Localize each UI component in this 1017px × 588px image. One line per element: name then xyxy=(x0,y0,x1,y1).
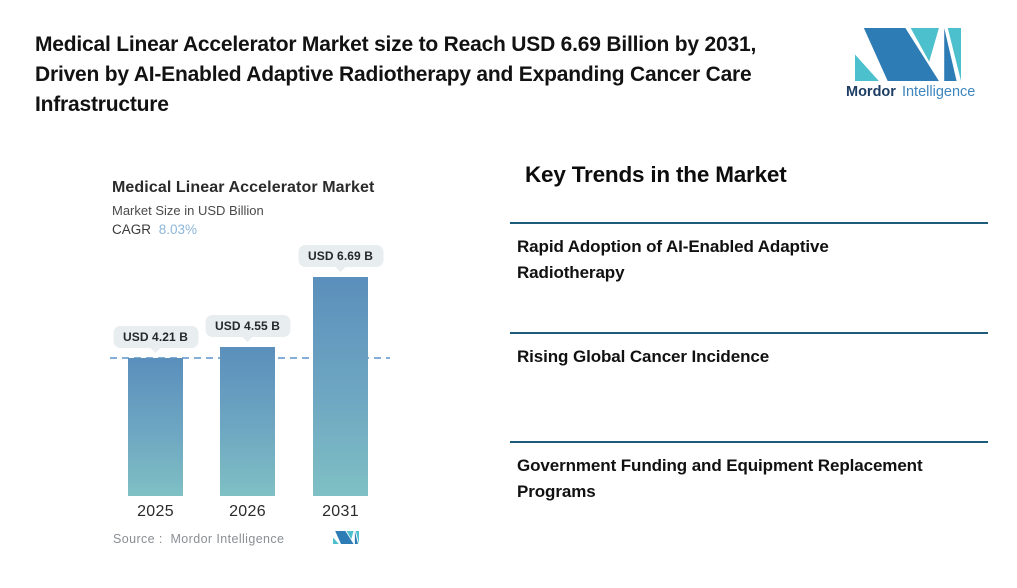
brand-wordmark: Mordor Intelligence xyxy=(846,84,975,100)
page-title: Medical Linear Accelerator Market size t… xyxy=(35,33,757,116)
bar-value-pill: USD 4.55 B xyxy=(204,314,291,337)
trend-row: Government Funding and Equipment Replace… xyxy=(510,441,988,505)
x-axis-label: 2025 xyxy=(137,503,174,520)
brand-name-bold: Mordor xyxy=(846,84,896,100)
bar-plot: USD 4.21 B 2025 USD 4.55 B 2026 USD 6.69 B 20… xyxy=(110,244,395,520)
x-axis-label: 2026 xyxy=(229,503,266,520)
chart-subtitle: Market Size in USD Billion xyxy=(112,203,264,218)
mordor-logo-mark-icon xyxy=(855,28,961,81)
cagr-label: CAGR xyxy=(112,222,152,237)
cagr-value: 8.03% xyxy=(158,222,198,237)
trend-row: Rising Global Cancer Incidence xyxy=(510,332,988,370)
trend-item: Rising Global Cancer Incidence xyxy=(517,347,770,366)
bar-group: USD 4.55 B 2026 xyxy=(204,248,291,520)
bar xyxy=(313,276,368,496)
brand-name-light: Intelligence xyxy=(901,84,976,100)
x-axis-label: 2031 xyxy=(322,503,359,520)
source-logo-icon xyxy=(333,531,359,549)
trend-item: Government Funding and Equipment Replace… xyxy=(517,456,923,501)
trend-row: Rapid Adoption of AI-Enabled Adaptive Ra… xyxy=(510,222,988,286)
bar-value-pill: USD 4.21 B xyxy=(112,325,199,348)
chart-cagr: CAGR 8.03% xyxy=(112,222,197,237)
chart-title: Medical Linear Accelerator Market xyxy=(112,179,375,196)
trend-item: Rapid Adoption of AI-Enabled Adaptive Ra… xyxy=(517,237,829,282)
trends-heading: Key Trends in the Market xyxy=(525,162,787,187)
bar-group: USD 4.21 B 2025 xyxy=(112,248,199,520)
bar-group: USD 6.69 B 2031 xyxy=(297,244,384,520)
bar xyxy=(220,346,275,496)
bar-value-pill: USD 6.69 B xyxy=(297,244,384,267)
source-note: Source : Mordor Intelligence xyxy=(113,532,285,546)
mordor-intelligence-logo: Mordor Intelligence xyxy=(846,28,975,100)
bar xyxy=(128,357,183,496)
